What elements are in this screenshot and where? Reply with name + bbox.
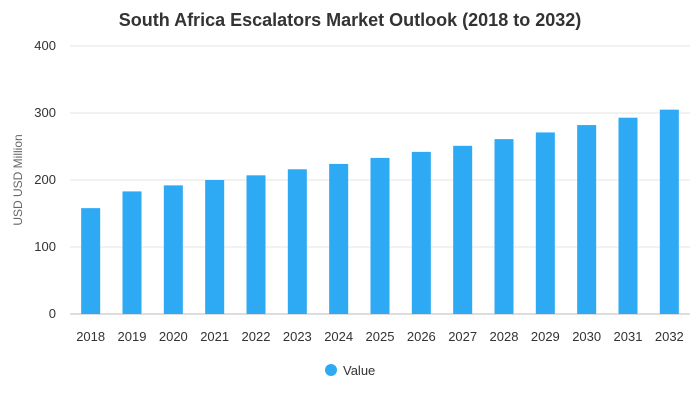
bar-2024[interactable] bbox=[329, 163, 349, 314]
bar-2021[interactable] bbox=[205, 180, 225, 314]
x-tick-label: 2019 bbox=[118, 329, 147, 344]
bar-2019[interactable] bbox=[122, 191, 142, 314]
y-tick-label: 100 bbox=[34, 239, 56, 254]
chart-title: South Africa Escalators Market Outlook (… bbox=[119, 10, 581, 30]
bar-2027[interactable] bbox=[453, 145, 473, 314]
bar-2031[interactable] bbox=[618, 117, 638, 314]
bar-series bbox=[81, 109, 679, 315]
x-tick-label: 2022 bbox=[242, 329, 271, 344]
x-tick-label: 2027 bbox=[448, 329, 477, 344]
x-tick-label: 2026 bbox=[407, 329, 436, 344]
bar-2030[interactable] bbox=[577, 125, 597, 314]
x-tick-label: 2023 bbox=[283, 329, 312, 344]
y-tick-label: 200 bbox=[34, 172, 56, 187]
y-axis-ticks: 0 100 200 300 400 bbox=[34, 38, 56, 321]
x-tick-label: 2028 bbox=[490, 329, 519, 344]
bar-2029[interactable] bbox=[535, 132, 555, 314]
bar-2018[interactable] bbox=[81, 208, 101, 314]
x-tick-label: 2020 bbox=[159, 329, 188, 344]
x-tick-label: 2031 bbox=[614, 329, 643, 344]
bar-2032[interactable] bbox=[659, 109, 679, 315]
y-tick-label: 0 bbox=[49, 306, 56, 321]
bar-2023[interactable] bbox=[287, 169, 307, 314]
bar-2022[interactable] bbox=[246, 175, 266, 314]
legend-swatch-value[interactable] bbox=[325, 364, 337, 376]
y-axis-label: USD USD Million bbox=[11, 134, 25, 225]
x-tick-label: 2030 bbox=[572, 329, 601, 344]
bar-2026[interactable] bbox=[411, 151, 431, 314]
legend[interactable]: Value bbox=[325, 363, 375, 378]
x-tick-label: 2029 bbox=[531, 329, 560, 344]
bar-2020[interactable] bbox=[163, 185, 183, 314]
x-tick-label: 2024 bbox=[324, 329, 353, 344]
x-tick-label: 2025 bbox=[366, 329, 395, 344]
x-axis-ticks: 2018 2019 2020 2021 2022 2023 2024 2025 2026 2027… bbox=[76, 329, 684, 344]
y-tick-label: 300 bbox=[34, 105, 56, 120]
bar-2028[interactable] bbox=[494, 139, 514, 314]
y-tick-label: 400 bbox=[34, 38, 56, 53]
x-tick-label: 2032 bbox=[655, 329, 684, 344]
legend-label-value[interactable]: Value bbox=[343, 363, 375, 378]
x-tick-label: 2018 bbox=[76, 329, 105, 344]
x-tick-label: 2021 bbox=[200, 329, 229, 344]
bar-2025[interactable] bbox=[370, 157, 390, 314]
